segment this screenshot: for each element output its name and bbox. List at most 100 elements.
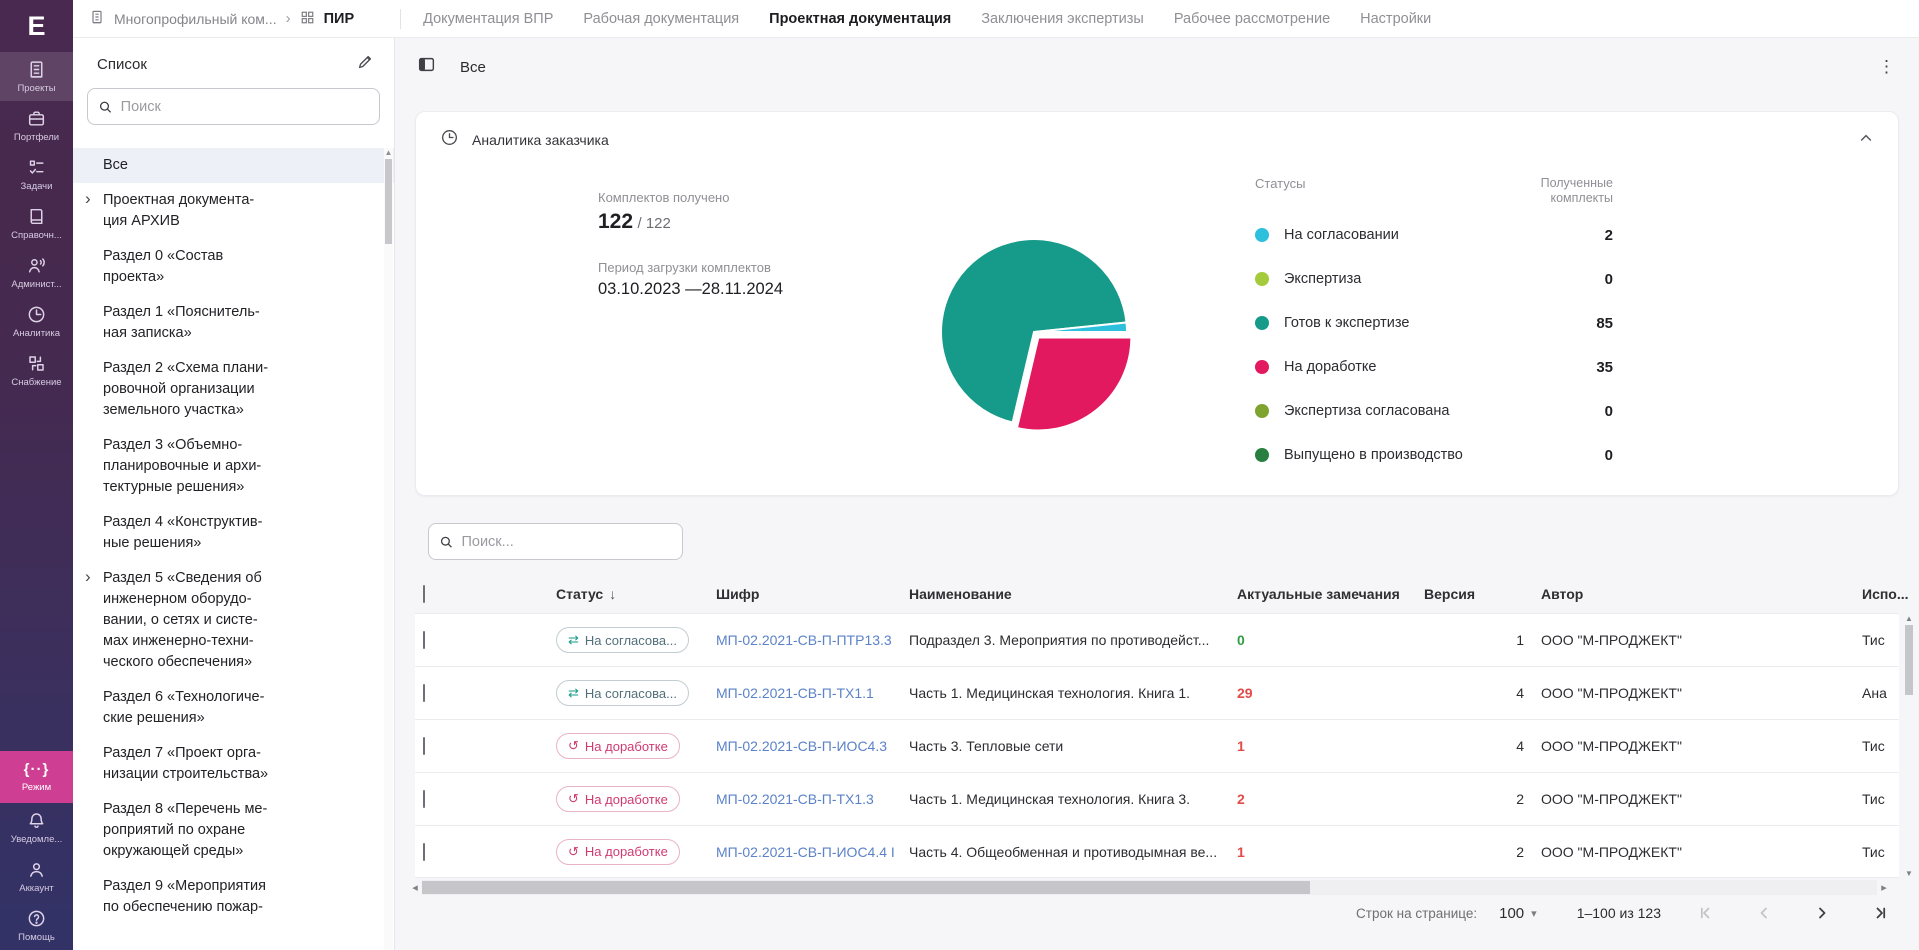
col-code[interactable]: Шифр	[716, 586, 760, 602]
expand-icon[interactable]: ›	[85, 189, 91, 208]
tab-рабочее-рассмотрение[interactable]: Рабочее рассмотрение	[1173, 10, 1331, 27]
table-row[interactable]: ⇄ На согласова... МП-02.2021-СВ-П-ПТР13.3…	[415, 613, 1899, 666]
horizontal-scrollbar[interactable]: ◂ ▸	[408, 880, 1891, 895]
breadcrumb-project[interactable]: Многопрофильный ком...	[114, 10, 277, 27]
tree-item[interactable]: Все	[73, 148, 394, 183]
rows-per-page-select[interactable]: 100 ▾	[1499, 904, 1537, 922]
row-checkbox[interactable]	[423, 790, 425, 808]
tab-заключения-экспертизы[interactable]: Заключения экспертизы	[981, 10, 1144, 27]
row-checkbox[interactable]	[423, 684, 425, 702]
tree-item[interactable]: Раздел 1 «Пояснитель- ная записка»	[103, 304, 260, 341]
chevron-right-icon: ›	[285, 10, 291, 27]
next-page-button[interactable]	[1813, 904, 1831, 922]
scroll-down-icon[interactable]: ▼	[1905, 869, 1913, 878]
status-badge[interactable]: ↺ На доработке	[556, 786, 680, 812]
rail-item-помощь[interactable]: Помощь	[0, 901, 73, 950]
col-status[interactable]: Статус	[556, 586, 604, 602]
tree-item[interactable]: Раздел 6 «Технологиче- ские решения»	[103, 689, 265, 726]
search-icon	[99, 101, 112, 113]
tab-проектная-документация[interactable]: Проектная документация	[769, 10, 952, 27]
clock-icon	[440, 128, 459, 152]
col-version[interactable]: Версия	[1424, 586, 1476, 602]
rail-item-аккаунт[interactable]: Аккаунт	[0, 852, 73, 901]
tree-search-input[interactable]	[120, 98, 369, 115]
rail-item-справочн[interactable]: Справочн...	[0, 199, 73, 248]
status-badge[interactable]: ⇄ На согласова...	[556, 680, 689, 706]
tree-scroll-thumb[interactable]	[385, 159, 392, 244]
portfolios-icon	[26, 108, 47, 129]
document-name: Подраздел 3. Мероприятия по противодейст…	[909, 632, 1210, 648]
col-name[interactable]: Наименование	[909, 586, 1012, 602]
remarks-count: 2	[1237, 791, 1245, 807]
more-menu-icon[interactable]: ⋮	[1878, 57, 1895, 76]
scroll-up-icon[interactable]: ▲	[1905, 614, 1913, 623]
rail-item-админист[interactable]: Админист...	[0, 248, 73, 297]
legend-row: Экспертиза 0	[1255, 264, 1613, 294]
app-logo[interactable]: E	[27, 10, 46, 41]
document-code-link[interactable]: МП-02.2021-СВ-П-ИОС4.3	[716, 738, 888, 754]
select-all-checkbox[interactable]	[423, 585, 425, 603]
table-row[interactable]: ↺ На доработке МП-02.2021-СВ-П-ИОС4.3 Час…	[415, 719, 1899, 772]
tree-scrollbar[interactable]: ▲	[384, 148, 393, 950]
row-checkbox[interactable]	[423, 737, 425, 755]
table-row[interactable]: ⇄ На согласова... МП-02.2021-СВ-П-ТХ1.1 Ч…	[415, 666, 1899, 719]
table-search-input[interactable]	[461, 533, 672, 550]
legend-label: Экспертиза согласована	[1284, 403, 1450, 419]
table-row[interactable]: ↺ На доработке МП-02.2021-СВ-П-ТХ1.3 Част…	[415, 772, 1899, 825]
col-extra[interactable]: Испо...	[1862, 586, 1909, 602]
status-badge[interactable]: ↺ На доработке	[556, 838, 680, 865]
status-pie-chart	[934, 232, 1134, 432]
document-name: Часть 1. Медицинская технология. Книга 1…	[909, 685, 1191, 701]
vscroll-thumb[interactable]	[1905, 625, 1913, 695]
status-badge[interactable]: ⇄ На согласова...	[556, 627, 689, 653]
table-row[interactable]: ↺ На доработке МП-02.2021-СВ-П-ИОС4.4 I Ч…	[415, 825, 1899, 878]
prev-page-button[interactable]	[1755, 904, 1773, 922]
collapse-icon[interactable]	[1858, 130, 1874, 151]
col-author[interactable]: Автор	[1541, 586, 1584, 602]
tab-настройки[interactable]: Настройки	[1360, 10, 1432, 27]
tasks-icon	[26, 157, 47, 178]
sort-desc-icon[interactable]: ↓	[609, 586, 617, 602]
table-search[interactable]	[428, 523, 683, 560]
legend-value: 0	[1604, 402, 1613, 420]
status-badge[interactable]: ↺ На доработке	[556, 733, 680, 759]
tree-search[interactable]	[87, 88, 380, 125]
tree-item[interactable]: › Раздел 5 «Сведения об инженерном оборуд…	[85, 567, 262, 670]
rail-item-проекты[interactable]: Проекты	[0, 52, 73, 101]
vertical-scrollbar[interactable]: ▲ ▼	[1904, 614, 1914, 878]
col-remarks[interactable]: Актуальные замечания	[1237, 586, 1400, 602]
document-code-link[interactable]: МП-02.2021-СВ-П-ИОС4.4 I	[716, 843, 895, 860]
tree-item[interactable]: Раздел 4 «Конструктив- ные решения»	[103, 514, 263, 551]
document-code-link[interactable]: МП-02.2021-СВ-П-ТХ1.3	[716, 791, 874, 807]
tree-item[interactable]: Раздел 7 «Проект орга- низации строитель…	[103, 745, 269, 782]
tree-item[interactable]: › Проектная документа- ция АРХИВ	[85, 189, 255, 229]
tree-item[interactable]: Раздел 3 «Объемно- планировочные и архи-…	[103, 437, 262, 495]
tab-рабочая-документация[interactable]: Рабочая документация	[583, 10, 740, 27]
row-checkbox[interactable]	[423, 631, 425, 649]
row-checkbox[interactable]	[423, 842, 425, 861]
rail-item-портфели[interactable]: Портфели	[0, 101, 73, 150]
tree-item[interactable]: Раздел 9 «Мероприятия по обеспечению пож…	[103, 878, 267, 915]
rail-item-задачи[interactable]: Задачи	[0, 150, 73, 199]
tab-документация-впр[interactable]: Документация ВПР	[423, 10, 554, 27]
remarks-count: 1	[1237, 843, 1245, 860]
rail-item-аналитика[interactable]: Аналитика	[0, 297, 73, 346]
document-code-link[interactable]: МП-02.2021-СВ-П-ПТР13.3	[716, 632, 892, 648]
hscroll-thumb[interactable]	[422, 881, 1310, 894]
scroll-right-icon[interactable]: ▸	[1881, 882, 1887, 894]
expand-icon[interactable]: ›	[85, 567, 91, 586]
document-code-link[interactable]: МП-02.2021-СВ-П-ТХ1.1	[716, 685, 874, 701]
first-page-button[interactable]	[1697, 904, 1715, 922]
tree-item[interactable]: Раздел 0 «Состав проекта»	[103, 248, 224, 285]
scroll-left-icon[interactable]: ◂	[412, 882, 418, 894]
rail-item-снабжение[interactable]: Снабжение	[0, 346, 73, 395]
last-page-button[interactable]	[1871, 904, 1889, 922]
scroll-up-icon[interactable]: ▲	[384, 148, 393, 157]
rail-item-уведомле[interactable]: Уведомле...	[0, 803, 73, 852]
panel-toggle-icon[interactable]	[417, 55, 436, 79]
breadcrumb-current[interactable]: ПИР	[323, 10, 355, 27]
tree-item[interactable]: Раздел 2 «Схема плани- ровочной организа…	[103, 360, 269, 418]
tree-item[interactable]: Раздел 8 «Перечень ме- роприятий по охра…	[103, 801, 268, 859]
rail-item-режим[interactable]: {··} Режим	[0, 751, 73, 803]
edit-icon[interactable]	[356, 53, 374, 76]
